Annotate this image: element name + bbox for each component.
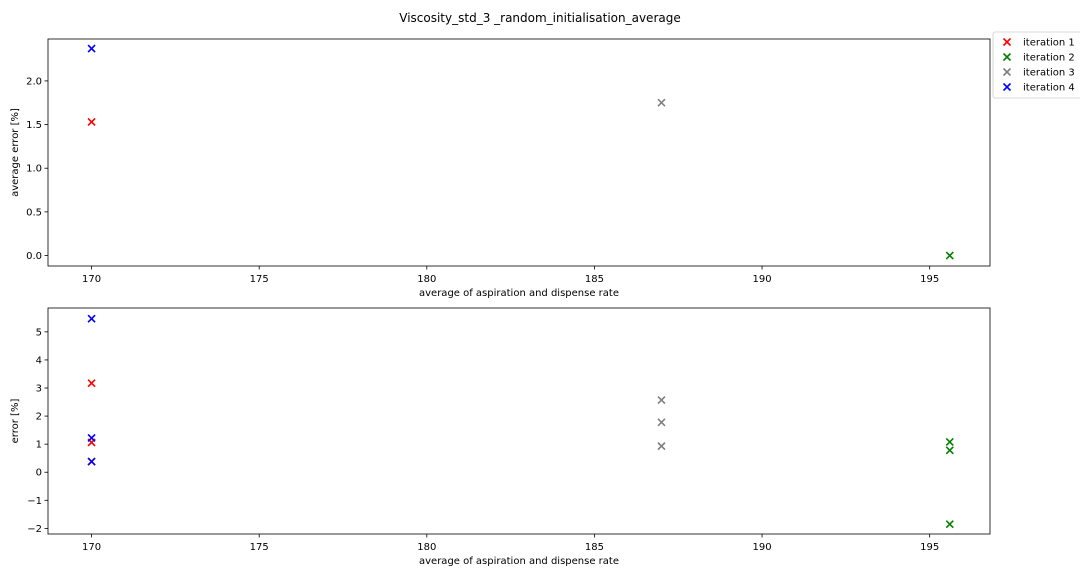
y-tick-label: 5 (36, 327, 42, 338)
x-tick-label: 175 (250, 542, 269, 553)
y-tick-label: 1 (36, 440, 42, 451)
data-point-s4-p3 (87, 457, 96, 466)
x-tick-label: 180 (417, 542, 436, 553)
data-point-s2-p2 (945, 446, 954, 455)
legend-marker-2 (1002, 52, 1012, 62)
legend-label-4: iteration 4 (1023, 83, 1075, 94)
y-tick-label: 0 (36, 468, 42, 479)
x-tick-label: 190 (752, 542, 771, 553)
legend-box (992, 31, 1080, 99)
y-tick-label: 1.5 (26, 120, 42, 131)
data-point-s3-p3 (657, 442, 666, 451)
x-tick-label: 195 (920, 274, 939, 285)
data-point-s1-p1 (87, 379, 96, 388)
chart-title: Viscosity_std_3 _random_initialisation_a… (399, 11, 680, 25)
plot-frame (47, 307, 991, 535)
y-tick-label: 0.0 (26, 251, 42, 262)
data-point-s2-p3 (945, 520, 954, 529)
data-point-s1-p1 (87, 117, 96, 127)
data-point-s3-p1 (657, 98, 666, 107)
x-tick-label: 185 (585, 274, 604, 285)
data-point-s4-p2 (87, 433, 96, 443)
data-point-s3-p2 (657, 418, 666, 427)
data-point-s3-p1 (657, 396, 666, 405)
y-axis-label: average error [%] (10, 108, 21, 197)
x-tick-label: 195 (920, 542, 939, 553)
x-tick-label: 185 (585, 542, 604, 553)
x-axis-label: average of aspiration and dispense rate (419, 556, 619, 567)
legend-marker-1 (1002, 37, 1012, 47)
subplot-average-error: 170 175 180 185 190 195 0.0 0.5 1.0 1.5 2.0 average… (10, 38, 991, 299)
x-tick-label: 170 (82, 542, 101, 553)
legend-label-3: iteration 3 (1023, 68, 1075, 79)
x-tick-label: 170 (82, 274, 101, 285)
data-point-s2-p1 (945, 251, 954, 260)
x-tick-label: 180 (417, 274, 436, 285)
y-tick-label: 3 (36, 384, 42, 395)
y-tick-label: 1.0 (26, 164, 42, 175)
x-tick-label: 175 (250, 274, 269, 285)
legend-marker-4 (1002, 82, 1012, 92)
y-tick-label: −2 (27, 524, 42, 535)
legend-marker-3 (1002, 67, 1012, 77)
legend: iteration 1 iteration 2 iteration 3 iterati… (992, 31, 1080, 99)
y-axis-label: error [%] (10, 399, 21, 444)
x-axis-label: average of aspiration and dispense rate (419, 288, 619, 299)
legend-label-1: iteration 1 (1023, 38, 1075, 49)
subplot-error: 170 175 180 185 190 195 −2 −1 0 1 2 3 4 5 average of a… (10, 307, 991, 567)
y-tick-label: 4 (36, 355, 42, 366)
y-tick-label: 0.5 (26, 207, 42, 218)
data-point-s4-p1 (87, 44, 96, 53)
x-tick-label: 190 (752, 274, 771, 285)
legend-label-2: iteration 2 (1023, 53, 1075, 64)
y-tick-label: −1 (27, 496, 42, 507)
plot-frame (47, 38, 991, 267)
data-point-s4-p1 (87, 314, 96, 323)
data-point-s2-p1 (945, 437, 954, 446)
y-tick-label: 2 (36, 412, 42, 423)
y-tick-label: 2.0 (26, 76, 42, 87)
